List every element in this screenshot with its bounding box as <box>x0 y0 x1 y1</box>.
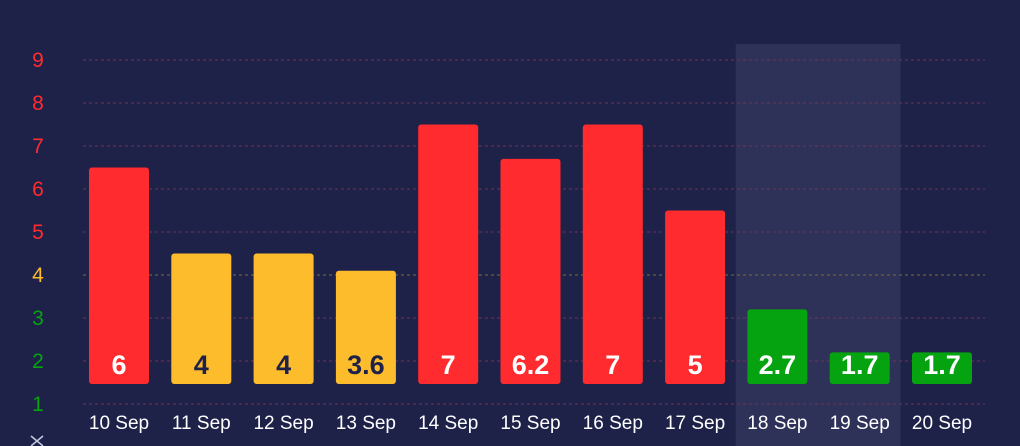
bar <box>829 352 890 384</box>
bar <box>89 167 149 384</box>
x-tick-label: 10 Sep <box>89 413 149 434</box>
x-tick-label: 14 Sep <box>418 413 478 434</box>
x-tick-label: 16 Sep <box>583 413 643 434</box>
x-tick-label: 18 Sep <box>747 413 807 434</box>
x-tick-label: 15 Sep <box>500 413 560 434</box>
x-tick-label: 13 Sep <box>336 413 396 434</box>
close-x-icon <box>30 435 44 446</box>
bar <box>500 158 561 384</box>
bar <box>171 253 232 384</box>
bar <box>747 309 808 384</box>
data-label: 5 <box>688 350 703 380</box>
y-tick-label: 3 <box>32 307 44 330</box>
bar <box>335 270 396 384</box>
x-tick-label: 17 Sep <box>665 413 725 434</box>
x-tick-label: 20 Sep <box>912 413 972 434</box>
x-tick-label: 12 Sep <box>253 413 313 434</box>
y-tick-label: 4 <box>32 264 44 287</box>
data-label: 6 <box>111 350 126 380</box>
data-label: 1.7 <box>841 350 879 380</box>
bar <box>665 210 726 384</box>
data-label: 6.2 <box>512 350 550 380</box>
bar <box>912 352 972 384</box>
data-label: 1.7 <box>923 350 961 380</box>
bar <box>253 253 314 384</box>
bar <box>418 124 479 384</box>
y-tick-label: 2 <box>32 350 44 373</box>
y-tick-label: 8 <box>32 92 44 115</box>
data-label: 4 <box>194 350 209 380</box>
x-tick-label: 19 Sep <box>830 413 890 434</box>
data-label: 7 <box>441 350 456 380</box>
y-tick-label: 9 <box>32 49 44 72</box>
y-tick-label: 5 <box>32 221 44 244</box>
data-label: 3.6 <box>347 350 385 380</box>
data-label: 7 <box>605 350 620 380</box>
y-tick-label: 1 <box>32 393 44 416</box>
data-label: 2.7 <box>759 350 797 380</box>
y-tick-label: 7 <box>32 135 44 158</box>
bar <box>582 124 643 384</box>
y-tick-label: 6 <box>32 178 44 201</box>
data-label: 4 <box>276 350 291 380</box>
x-tick-label: 11 Sep <box>172 413 231 434</box>
highlight-band <box>735 44 901 446</box>
